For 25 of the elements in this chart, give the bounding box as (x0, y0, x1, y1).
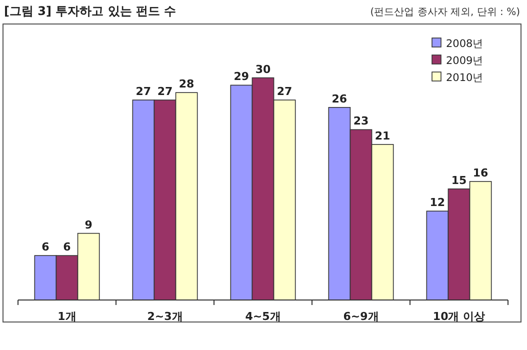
data-label: 23 (353, 114, 369, 128)
x-tick-label: 2~3개 (147, 310, 183, 323)
data-label: 16 (472, 166, 489, 180)
x-tick-label: 10개 이상 (432, 310, 486, 323)
legend-label: 2008년 (446, 38, 484, 50)
chart-subtitle: (펀드산업 종사자 제외, 단위 : %) (370, 7, 520, 18)
data-label: 21 (374, 129, 390, 142)
legend-label: 2010년 (446, 72, 484, 84)
x-tick-label: 1개 (58, 310, 76, 323)
data-label: 15 (451, 174, 467, 187)
data-label: 28 (178, 78, 194, 91)
data-label: 29 (234, 70, 250, 84)
data-label: 27 (276, 85, 292, 98)
data-label: 27 (136, 85, 152, 98)
data-label: 30 (255, 62, 271, 76)
data-label: 6 (42, 240, 50, 254)
data-label: 12 (430, 196, 446, 210)
x-tick-label: 4~5개 (245, 310, 281, 323)
legend-label: 2009년 (446, 55, 484, 67)
data-label: 6 (63, 240, 72, 254)
chart-title: [그림 3] 투자하고 있는 펀드 수 (4, 4, 176, 18)
data-label: 27 (157, 85, 173, 98)
data-label: 26 (332, 92, 348, 106)
x-tick-label: 6~9개 (343, 310, 379, 323)
data-label: 9 (84, 218, 92, 232)
